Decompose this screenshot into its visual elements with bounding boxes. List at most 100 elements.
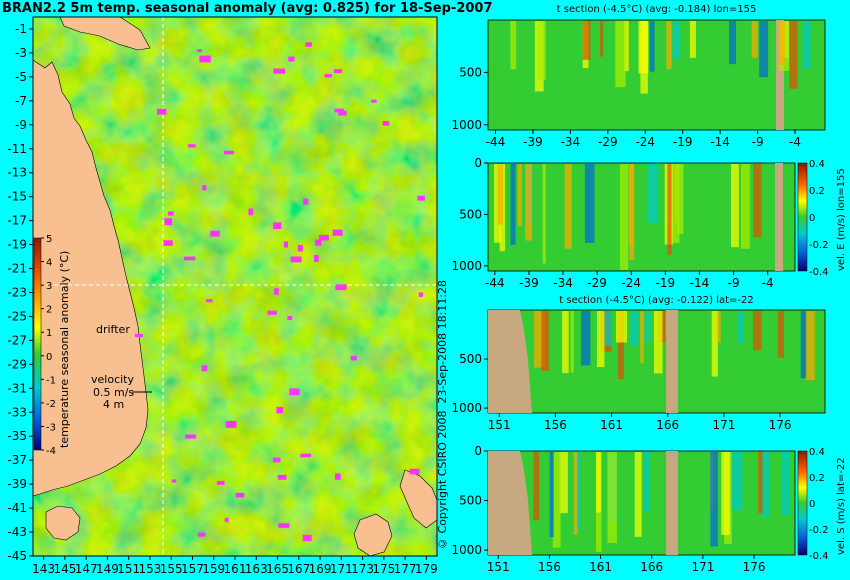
velocity-vector-mark xyxy=(201,365,208,372)
velocity-vectors xyxy=(132,42,425,542)
map-x-tick-label: 157 xyxy=(181,562,204,576)
velocity-vector-mark xyxy=(283,241,288,248)
panel-colorbar-tick-label: 0.4 xyxy=(809,447,825,458)
section-stripe xyxy=(666,21,672,70)
section-stripe xyxy=(604,311,612,346)
velocity-vector-mark xyxy=(318,234,329,241)
map-y-tick-label: -45 xyxy=(7,549,27,563)
panel-x-tick-label: 176 xyxy=(743,560,766,574)
map-x-tick-label: 173 xyxy=(351,562,374,576)
section-stripe xyxy=(673,164,680,243)
map-y-tick-label: -37 xyxy=(7,453,27,467)
panel-y-tick-label: 500 xyxy=(459,65,482,79)
velocity-vector-mark xyxy=(197,49,202,53)
velocity-vector-mark xyxy=(350,355,357,361)
section-stripe xyxy=(573,452,578,535)
panel-x-tick-label: 156 xyxy=(544,418,567,432)
section-stripe xyxy=(497,164,503,225)
section-stripe xyxy=(615,21,626,88)
velocity-vector-mark xyxy=(409,468,420,475)
section-stripe xyxy=(740,164,750,249)
map-x-tick-label: 161 xyxy=(224,562,247,576)
panel-x-tick-label: -24 xyxy=(621,276,641,290)
panel-x-tick-label: 151 xyxy=(488,418,511,432)
map-y-tick-label: -25 xyxy=(7,309,27,323)
map-y-tick-label: -3 xyxy=(15,46,27,60)
panel-x-tick-label: 156 xyxy=(538,560,561,574)
section-stripe xyxy=(562,311,569,374)
panel-x-tick-label: -9 xyxy=(728,276,740,290)
drifter-label: drifter xyxy=(96,323,130,336)
panel-x-tick-label: -14 xyxy=(710,135,730,149)
section-stripe xyxy=(533,452,539,521)
panel-colorbar-tick-label: 0 xyxy=(809,499,815,510)
section-stripe xyxy=(600,21,604,57)
panel-colorbar-tick-label: -0.4 xyxy=(809,267,829,278)
section-stripe xyxy=(731,452,743,510)
section-stripe xyxy=(630,311,639,346)
section-stripe xyxy=(729,21,737,65)
map-colorbar-label: temperature seasonal anomaly (°C) xyxy=(58,250,71,448)
panel-y-tick-label: 500 xyxy=(459,352,482,366)
velocity-vector-mark xyxy=(202,185,207,191)
map-colorbar-tick-label: -2 xyxy=(46,399,56,410)
map-x-tick-label: 155 xyxy=(160,562,183,576)
panel-2-colorbar-label: vel. E (m/s) lon=155 xyxy=(836,168,847,271)
panel-x-tick-label: 166 xyxy=(640,560,663,574)
velocity-vector-mark xyxy=(332,229,343,236)
section-stripe xyxy=(596,452,602,513)
velocity-vector-mark xyxy=(418,292,423,297)
map-x-tick-label: 151 xyxy=(117,562,140,576)
velocity-vector-mark xyxy=(156,108,167,115)
map-x-tick-label: 159 xyxy=(202,562,225,576)
velocity-vector-mark xyxy=(206,299,213,303)
panel-colorbar-tick-label: -0.2 xyxy=(809,525,829,536)
australia-land xyxy=(32,59,149,497)
section-stripe xyxy=(777,311,784,358)
map-y-tick-label: -17 xyxy=(7,214,27,228)
map-x-tick-label: 143 xyxy=(32,562,55,576)
section-stripe xyxy=(644,452,651,512)
map-y-tick-label: -9 xyxy=(15,118,27,132)
velocity-vector-mark xyxy=(248,208,254,216)
map-colorbar xyxy=(33,237,42,451)
map-colorbar-tick-label: 1 xyxy=(46,328,52,339)
velocity-vector-mark xyxy=(272,457,281,463)
map-x-tick-label: 147 xyxy=(75,562,98,576)
velocity-vector-mark xyxy=(197,532,206,537)
section-stripe xyxy=(584,164,595,243)
section-stripe xyxy=(607,452,617,544)
velocity-label: velocity xyxy=(91,373,134,386)
section-stripe xyxy=(510,21,517,70)
map-y-tick-label: -7 xyxy=(15,94,27,108)
panel-x-tick-label: 176 xyxy=(769,418,792,432)
velocity-vector-mark xyxy=(267,310,277,315)
velocity-vector-mark xyxy=(183,256,196,261)
map-colorbar-tick-label: -1 xyxy=(46,375,56,386)
tasmania-land xyxy=(45,505,81,541)
section-stripe xyxy=(570,311,574,373)
section-stripe xyxy=(758,452,763,514)
map-y-tick-label: -39 xyxy=(7,477,27,491)
timestamp-text: 23-Sep-2008 18:11:28 xyxy=(436,279,449,404)
panel-x-tick-label: -29 xyxy=(587,276,607,290)
section-stripe xyxy=(619,164,629,270)
map-x-tick-label: 177 xyxy=(394,562,417,576)
velocity-vector-mark xyxy=(199,55,211,63)
velocity-vector-mark xyxy=(305,42,312,47)
velocity-vector-mark xyxy=(277,474,287,480)
velocity-vector-mark xyxy=(334,473,341,480)
panel-x-tick-label: -44 xyxy=(486,135,506,149)
section-stripe xyxy=(534,311,545,368)
velocity-vector-mark xyxy=(287,316,293,320)
map-x-tick-label: 149 xyxy=(96,562,119,576)
map-colorbar-tick-label: -3 xyxy=(46,422,56,433)
section-stripe xyxy=(781,452,791,515)
map-y-tick-label: -15 xyxy=(7,190,27,204)
panel-x-tick-label: -9 xyxy=(752,135,764,149)
panel-colorbar-tick-label: 0.2 xyxy=(809,473,825,484)
map-x-tick-label: 179 xyxy=(415,562,438,576)
map-colorbar-tick-label: 0 xyxy=(46,352,52,363)
panel-colorbar-tick-label: -0.2 xyxy=(809,240,829,251)
